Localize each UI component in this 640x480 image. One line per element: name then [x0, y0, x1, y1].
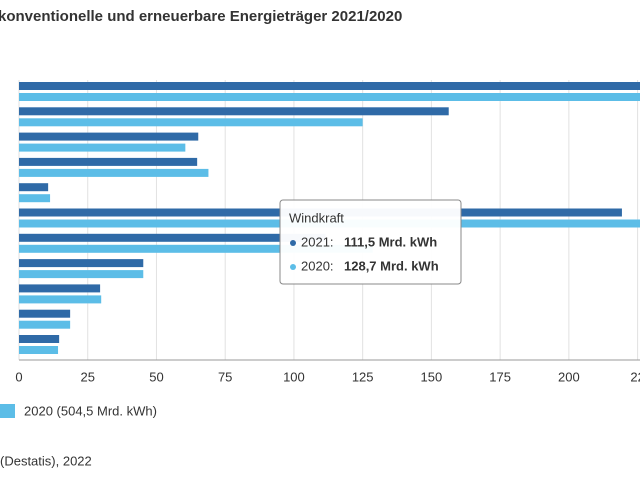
- bar: [19, 233, 326, 242]
- x-tick-label: 125: [352, 369, 374, 384]
- bar: [19, 132, 199, 141]
- bar: [19, 270, 144, 279]
- x-tick-label: 50: [149, 369, 163, 384]
- tooltip-value: 128,7 Mrd. kWh: [344, 258, 439, 273]
- x-tick-label: 175: [489, 369, 511, 384]
- x-tick-label: 150: [421, 369, 443, 384]
- tooltip-box: [279, 199, 462, 285]
- tooltip: Windkraft 2021: 111,5 Mrd. kWh 2020: 128,7 M…: [279, 199, 462, 285]
- bar: [19, 320, 71, 329]
- bar: [19, 143, 186, 152]
- tooltip-label: 2021:: [301, 234, 334, 249]
- bar: [19, 295, 102, 304]
- bar: [19, 107, 449, 116]
- bar: [19, 284, 101, 293]
- x-tick-label: 200: [558, 369, 580, 384]
- bar: [19, 168, 209, 177]
- bar: [19, 346, 59, 354]
- x-tick-label: 25: [80, 369, 94, 384]
- bar: [19, 93, 640, 101]
- source: (Destatis), 2022: [0, 453, 92, 468]
- bar: [19, 157, 198, 166]
- tooltip-label: 2020:: [301, 258, 334, 273]
- x-tick-label: 0: [15, 369, 22, 384]
- bar: [19, 118, 363, 127]
- bar: [19, 244, 373, 253]
- bar: [19, 194, 51, 203]
- legend-swatch: [0, 404, 15, 418]
- tooltip-dot: [290, 264, 296, 270]
- x-tick-label: 100: [283, 369, 305, 384]
- bar: [19, 309, 71, 318]
- bar: [19, 335, 60, 343]
- bar: [19, 259, 144, 268]
- bar: [19, 82, 640, 90]
- bar: [19, 183, 49, 192]
- tooltip-value: 111,5 Mrd. kWh: [344, 234, 437, 249]
- legend-label: 2020 (504,5 Mrd. kWh): [24, 403, 157, 418]
- tooltip-title: Windkraft: [289, 210, 344, 225]
- x-tick-label: 75: [218, 369, 232, 384]
- tooltip-dot: [290, 240, 296, 246]
- x-tick-label: 22: [630, 369, 640, 384]
- chart-title: konventionelle und erneuerbare Energietr…: [0, 8, 402, 25]
